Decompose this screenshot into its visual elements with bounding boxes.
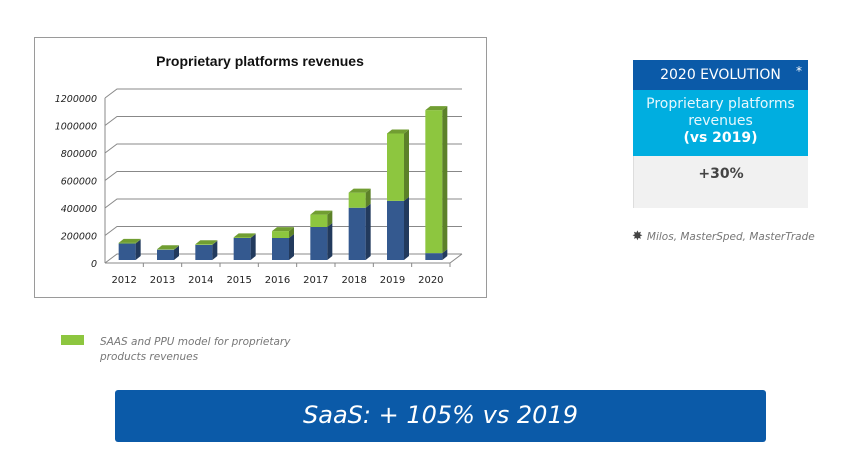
gridline [104,171,462,181]
card-line: revenues [688,113,753,129]
card-header-text: 2020 EVOLUTION [660,67,781,83]
bar-side [327,210,333,227]
bar-side [365,188,371,208]
gridline [104,226,462,236]
bar-top [272,227,294,232]
chart: Proprietary platforms revenues 0 200000 400… [34,37,487,298]
gridline [104,116,462,126]
x-tick-label: 2018 [341,275,366,286]
bar-2018-s1 [348,192,366,208]
x-tick-label: 2014 [188,275,213,286]
bar-side [442,249,448,260]
bar-2014-s0 [195,244,213,260]
card-body: Proprietary platforms revenues (vs 2019) [633,90,808,156]
bar-top [157,245,179,250]
bar-top [425,106,448,111]
bar-side [212,240,218,260]
star-icon: * [796,64,802,78]
legend-text: SAAS and PPU model for proprietary produ… [100,336,291,363]
y-tick-label: 200000 [61,232,97,243]
gridline [104,253,462,264]
y-tick-label: 1200000 [55,94,97,105]
x-tick-label: 2012 [111,275,136,286]
bar-2013-s0 [157,249,174,260]
bar-side [212,240,218,245]
bar-side [404,129,409,201]
bar-2019-s1 [387,133,404,201]
bar-2019-s0 [387,200,404,260]
bar-top [118,238,141,243]
y-tick-label: 1000000 [55,122,97,133]
bar-side [250,233,256,238]
bar-2018-s0 [348,207,366,260]
bar-2015-s1 [233,237,251,238]
gridline [104,88,462,99]
card-value: +30% [633,156,808,208]
bar-2017-s0 [310,227,328,260]
bar-side [135,238,141,244]
bar-2015-s0 [233,238,251,260]
bar-top [387,129,409,134]
bar-top [233,233,256,238]
bar-side [327,223,333,260]
bar-2020-s1 [425,110,443,254]
x-tick-label: 2013 [150,275,175,286]
bar-side [135,239,141,260]
bar-2014-s1 [195,244,213,245]
x-tick-label: 2017 [303,275,328,286]
bar-side [365,203,371,260]
bar-side [289,227,294,238]
floor-edge [449,253,463,264]
x-tick-label: 2020 [418,275,443,286]
bar-2016-s0 [272,238,289,260]
gridline [104,143,462,154]
bar-top [310,210,333,215]
bar-top [195,240,218,245]
x-tick-label: 2019 [380,275,405,286]
footnote-text: Milos, MasterSped, MasterTrade [646,231,815,243]
card-header: 2020 EVOLUTION * [633,60,808,90]
x-tick-label: 2015 [226,275,251,286]
legend-swatch [61,335,84,345]
y-tick-label: 800000 [61,149,97,160]
y-tick-label: 400000 [61,204,97,215]
y-tick-label: 0 [91,259,97,270]
bar-side [174,245,179,250]
chart-svg: Proprietary platforms revenues 0 200000 400… [55,53,463,286]
bar-side [174,245,179,260]
bar-top [348,188,371,193]
y-tick-label: 600000 [61,177,97,188]
bar-2020-s0 [425,253,443,260]
bar-side [250,234,256,260]
bar-side [442,106,448,254]
card-line: Proprietary platforms [646,96,795,112]
card-line-bold: (vs 2019) [683,130,758,146]
star-icon: ✸ [632,229,643,244]
bar-2017-s1 [310,214,328,227]
chart-title: Proprietary platforms revenues [156,53,364,69]
bar-2016-s1 [272,231,289,238]
footnote: ✸ Milos, MasterSped, MasterTrade [632,229,815,244]
banner: SaaS: + 105% vs 2019 [115,390,766,442]
bar-side [289,234,294,260]
bar-2012-s0 [118,243,136,260]
gridline [104,198,462,209]
bar-side [404,196,409,260]
x-tick-label: 2016 [265,275,290,286]
bar-2012-s1 [118,242,136,244]
